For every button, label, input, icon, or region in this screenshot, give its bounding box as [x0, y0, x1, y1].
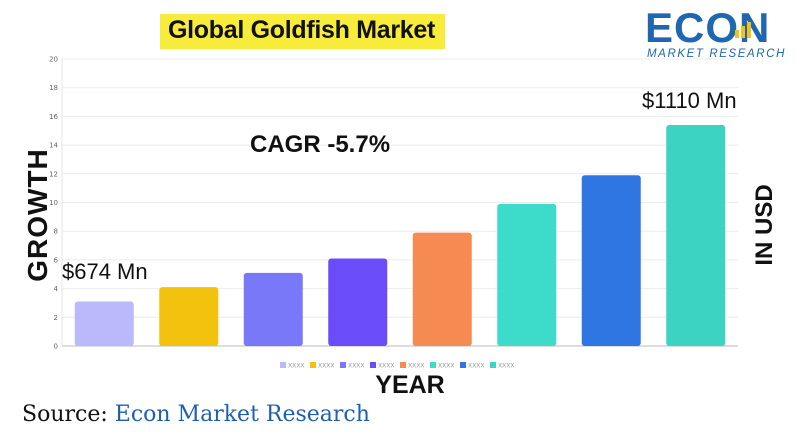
- y-tick-label: 18: [49, 84, 58, 92]
- y-tick-label: 0: [54, 343, 58, 351]
- legend-label: XXXX: [318, 363, 334, 370]
- legend-swatch: [340, 362, 346, 368]
- y-tick-label: 4: [54, 285, 59, 293]
- legend-swatch: [400, 362, 406, 368]
- legend-label: XXXX: [468, 363, 484, 370]
- logo-subtitle: MARKET RESEARCH: [647, 48, 787, 60]
- y-tick-label: 2: [54, 314, 58, 322]
- legend-label: XXXX: [348, 363, 364, 370]
- source-prefix: Source:: [22, 402, 108, 427]
- y-tick-label: 16: [49, 113, 58, 121]
- legend-label: XXXX: [498, 363, 514, 370]
- end-value-annotation: $1110 Mn: [642, 88, 737, 113]
- bar: [581, 175, 641, 346]
- bar: [74, 301, 134, 346]
- y-tick-label: 12: [49, 170, 58, 178]
- logo-growth-icon: [735, 22, 751, 38]
- bar: [243, 272, 303, 346]
- econ-logo: ECON MARKET RESEARCH: [643, 6, 793, 66]
- y-tick-label: 20: [49, 56, 58, 64]
- legend-label: XXXX: [408, 363, 424, 370]
- legend-swatch: [430, 362, 436, 368]
- start-value-annotation: $674 Mn: [62, 259, 148, 284]
- source-name: Econ Market Research: [114, 402, 370, 427]
- cagr-annotation: CAGR -5.7%: [250, 131, 391, 158]
- bar: [412, 232, 472, 346]
- legend-label: XXXX: [378, 363, 394, 370]
- bar: [497, 203, 557, 346]
- legend-swatch: [280, 362, 286, 368]
- y-axis-label: GROWTH: [22, 148, 53, 282]
- source-line: Source: Econ Market Research: [22, 402, 370, 427]
- legend-swatch: [370, 362, 376, 368]
- y-tick-label: 8: [54, 228, 58, 236]
- legend-swatch: [460, 362, 466, 368]
- currency-label: IN USD: [751, 184, 778, 266]
- legend-swatch: [310, 362, 316, 368]
- legend-label: XXXX: [438, 363, 454, 370]
- legend-label: XXXX: [288, 363, 304, 370]
- bar: [666, 125, 726, 346]
- chart-title: Global Goldfish Market: [160, 14, 446, 49]
- y-tick-label: 6: [54, 256, 59, 264]
- y-tick-label: 10: [49, 199, 58, 207]
- x-axis-label: YEAR: [375, 371, 445, 399]
- legend-swatch: [490, 362, 496, 368]
- bar: [328, 258, 388, 346]
- bar: [159, 287, 219, 346]
- y-tick-label: 14: [49, 142, 58, 150]
